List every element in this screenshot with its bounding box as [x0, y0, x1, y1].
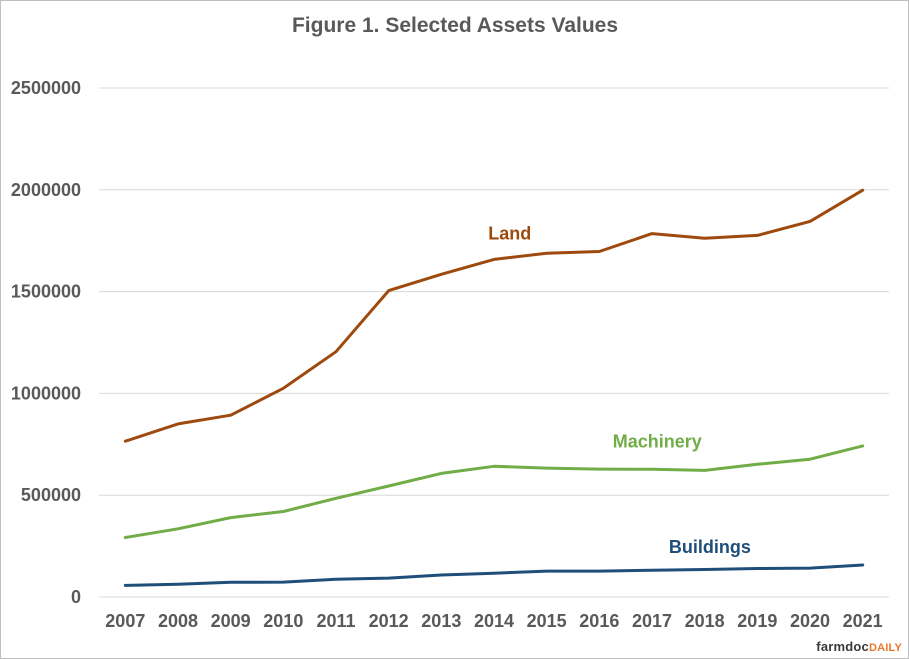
x-tick-label: 2010 — [263, 611, 303, 631]
y-axis-tick-labels: 0 500000 1000000 1500000 2000000 2500000 — [11, 78, 81, 607]
logo-text-daily: DAILY — [869, 642, 902, 654]
x-tick-label: 2012 — [369, 611, 409, 631]
x-tick-label: 2008 — [158, 611, 198, 631]
x-tick-label: 2018 — [685, 611, 725, 631]
x-tick-label: 2007 — [105, 611, 145, 631]
y-tick-label: 2500000 — [11, 78, 81, 98]
x-tick-label: 2009 — [211, 611, 251, 631]
x-tick-label: 2021 — [843, 611, 883, 631]
series-label-buildings: Buildings — [669, 537, 751, 557]
x-tick-label: 2013 — [421, 611, 461, 631]
logo-text-farmdoc: farmdoc — [816, 639, 869, 654]
series-line-machinery — [123, 444, 865, 539]
y-tick-label: 500000 — [21, 485, 81, 505]
series-label-machinery: Machinery — [613, 431, 702, 451]
x-tick-label: 2017 — [632, 611, 672, 631]
x-tick-label: 2019 — [737, 611, 777, 631]
x-tick-label: 2011 — [316, 611, 355, 631]
series-line-buildings — [123, 563, 865, 587]
series-lines — [123, 188, 865, 587]
grid-lines — [99, 87, 889, 496]
series-labels: Land Machinery Buildings — [488, 224, 751, 558]
y-tick-label: 0 — [71, 587, 81, 607]
y-tick-label: 2000000 — [11, 180, 81, 200]
farmdoc-daily-logo: farmdocDAILY — [816, 639, 902, 654]
x-tick-label: 2020 — [790, 611, 830, 631]
series-label-land: Land — [488, 224, 531, 244]
x-axis-tick-labels: 2007 2008 2009 2010 2011 2012 2013 2014 2015 2016… — [105, 611, 882, 631]
y-tick-label: 1000000 — [11, 383, 81, 403]
series-line-land — [123, 188, 865, 443]
x-tick-label: 2016 — [579, 611, 619, 631]
y-tick-label: 1500000 — [11, 282, 81, 302]
chart-title: Figure 1. Selected Assets Values — [292, 14, 618, 37]
x-tick-label: 2015 — [527, 611, 567, 631]
x-tick-label: 2014 — [474, 611, 514, 631]
